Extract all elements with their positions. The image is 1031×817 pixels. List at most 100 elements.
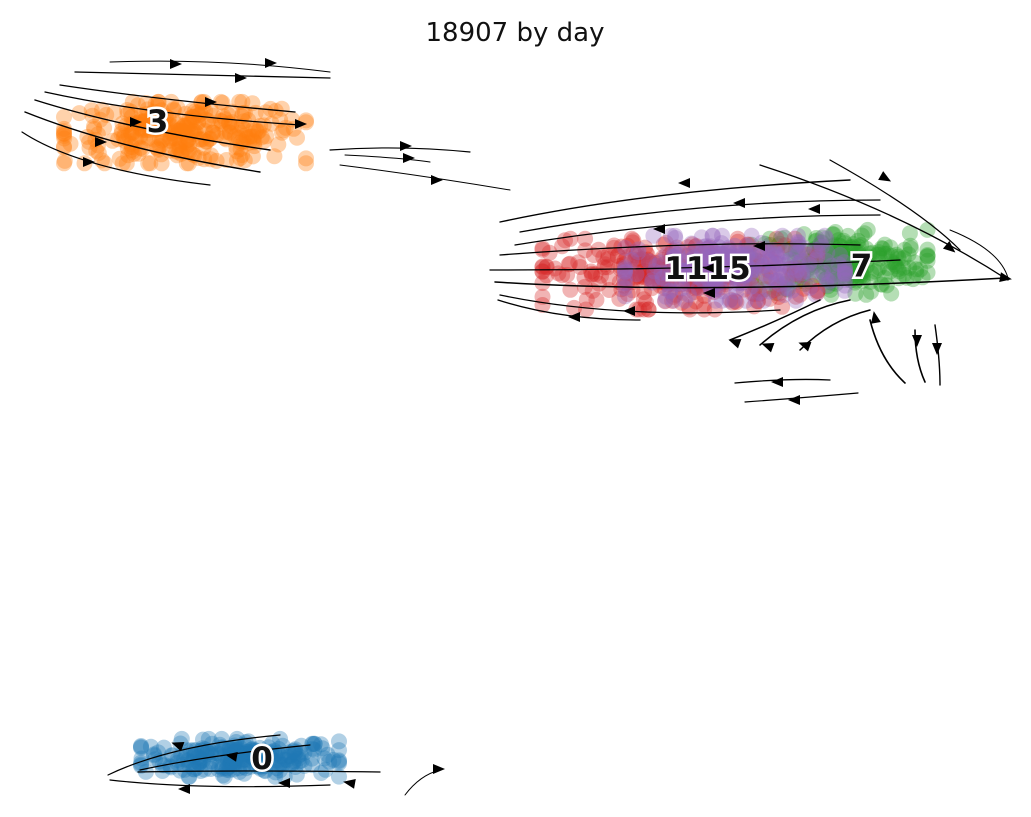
point-cluster-7: [743, 264, 760, 281]
point-cluster-11: [740, 236, 757, 253]
point-cluster-3: [153, 132, 170, 149]
point-cluster-0: [225, 757, 242, 773]
point-cluster-15: [771, 275, 787, 292]
point-cluster-7: [762, 236, 778, 253]
point-cluster-15: [768, 272, 785, 289]
point-cluster-0: [196, 741, 213, 758]
point-cluster-3: [117, 117, 134, 134]
point-cluster-11: [680, 299, 697, 316]
point-cluster-15: [704, 278, 721, 295]
point-cluster-11: [721, 269, 738, 285]
streamline-arrow: [623, 306, 635, 316]
point-cluster-7: [829, 247, 846, 263]
point-cluster-7: [794, 272, 811, 289]
point-cluster-7: [901, 259, 918, 276]
point-cluster-7: [876, 245, 893, 262]
point-cluster-7: [816, 271, 833, 288]
point-cluster-11: [627, 269, 644, 286]
point-cluster-11: [630, 267, 647, 284]
point-cluster-15: [730, 261, 747, 277]
point-cluster-3: [160, 109, 177, 126]
point-cluster-0: [133, 739, 149, 756]
point-cluster-0: [285, 755, 302, 772]
cluster-label-0: 0: [251, 741, 273, 777]
point-cluster-15: [630, 241, 647, 258]
point-cluster-3: [257, 104, 274, 121]
point-cluster-15: [813, 238, 830, 255]
point-cluster-7: [817, 243, 834, 260]
point-cluster-7: [898, 269, 915, 286]
point-cluster-11: [740, 270, 757, 286]
point-cluster-15: [683, 235, 700, 252]
point-cluster-15: [644, 272, 661, 289]
point-cluster-0: [200, 730, 217, 747]
point-cluster-0: [190, 749, 207, 765]
point-cluster-7: [836, 235, 853, 252]
point-cluster-3: [228, 143, 245, 160]
point-cluster-11: [746, 298, 763, 315]
point-cluster-11: [733, 271, 750, 288]
point-cluster-15: [743, 227, 760, 244]
point-cluster-7: [833, 269, 850, 286]
point-cluster-11: [662, 257, 679, 274]
point-cluster-0: [253, 748, 270, 765]
point-cluster-0: [196, 761, 213, 778]
point-cluster-15: [672, 262, 689, 279]
point-cluster-15: [763, 263, 780, 280]
point-cluster-0: [226, 755, 243, 772]
point-cluster-11: [704, 247, 721, 264]
point-cluster-3: [124, 139, 140, 156]
point-cluster-15: [683, 257, 700, 274]
point-cluster-15: [714, 227, 730, 244]
point-cluster-3: [56, 125, 72, 142]
point-cluster-15: [807, 286, 824, 303]
point-cluster-0: [292, 746, 309, 763]
point-cluster-7: [874, 276, 891, 293]
point-cluster-11: [665, 288, 682, 305]
point-cluster-7: [824, 265, 840, 282]
point-cluster-11: [743, 269, 760, 286]
streamline: [34, 99, 271, 151]
point-cluster-7: [853, 227, 870, 244]
point-cluster-7: [891, 263, 908, 280]
point-cluster-11: [658, 274, 675, 291]
point-cluster-11: [651, 273, 668, 290]
point-cluster-11: [625, 232, 642, 249]
point-cluster-0: [314, 740, 331, 757]
point-cluster-0: [226, 754, 243, 771]
point-cluster-3: [274, 124, 290, 141]
point-cluster-11: [736, 256, 753, 273]
streamline-arrow: [878, 171, 892, 182]
point-cluster-3: [143, 109, 160, 125]
point-cluster-11: [587, 266, 604, 283]
point-cluster-11: [659, 266, 676, 283]
point-cluster-11: [729, 230, 746, 247]
point-cluster-11: [641, 253, 658, 270]
point-cluster-7: [889, 261, 906, 278]
point-cluster-7: [834, 253, 851, 270]
streamline: [489, 259, 901, 271]
point-cluster-15: [789, 233, 806, 250]
streamline-arrow: [225, 751, 238, 762]
point-cluster-3: [140, 130, 157, 147]
point-cluster-11: [562, 281, 579, 298]
point-cluster-11: [629, 258, 646, 275]
point-cluster-3: [157, 113, 174, 130]
point-cluster-11: [705, 244, 722, 261]
point-cluster-7: [819, 257, 836, 274]
point-cluster-7: [883, 254, 900, 271]
point-cluster-7: [882, 239, 899, 256]
point-cluster-11: [624, 282, 641, 299]
point-cluster-3: [123, 124, 140, 141]
point-cluster-15: [837, 266, 853, 283]
point-cluster-7: [862, 273, 879, 290]
point-cluster-15: [725, 269, 742, 286]
point-cluster-7: [805, 258, 822, 275]
point-cluster-3: [167, 142, 184, 159]
point-cluster-0: [313, 765, 330, 781]
point-cluster-15: [663, 261, 680, 278]
point-cluster-15: [802, 279, 818, 296]
point-cluster-15: [628, 266, 645, 283]
point-cluster-15: [713, 245, 730, 262]
point-cluster-7: [919, 248, 936, 265]
